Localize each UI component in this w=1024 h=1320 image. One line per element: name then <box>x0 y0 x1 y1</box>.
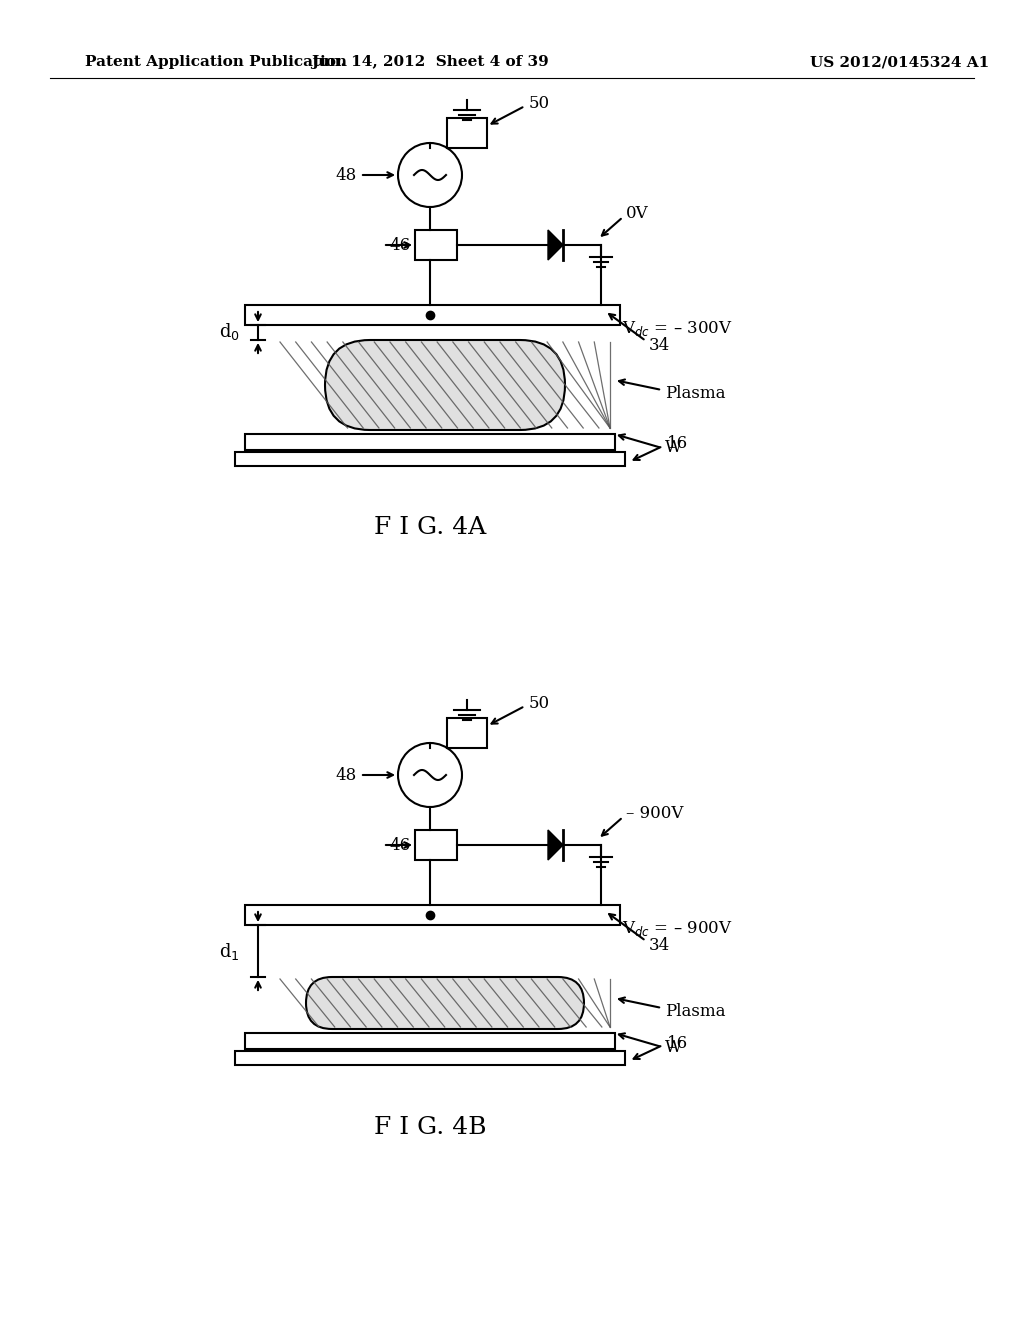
Bar <box>415 830 457 861</box>
Text: 16: 16 <box>667 436 688 453</box>
Polygon shape <box>548 830 563 861</box>
FancyBboxPatch shape <box>306 977 584 1030</box>
Text: Patent Application Publication: Patent Application Publication <box>85 55 347 69</box>
Text: – 900V: – 900V <box>626 804 683 821</box>
Text: 34: 34 <box>649 936 671 953</box>
Text: W: W <box>665 1039 682 1056</box>
Text: Jun. 14, 2012  Sheet 4 of 39: Jun. 14, 2012 Sheet 4 of 39 <box>311 55 549 69</box>
Text: US 2012/0145324 A1: US 2012/0145324 A1 <box>810 55 989 69</box>
Text: 50: 50 <box>529 95 550 111</box>
Bar <box>234 451 625 466</box>
Bar <box>245 906 620 925</box>
Text: V$_{dc}$ = – 300V: V$_{dc}$ = – 300V <box>622 318 733 338</box>
Text: V$_{dc}$ = – 900V: V$_{dc}$ = – 900V <box>622 919 733 937</box>
Text: F I G. 4A: F I G. 4A <box>374 516 486 540</box>
Text: 50: 50 <box>529 694 550 711</box>
Bar <box>245 434 615 450</box>
Text: 46: 46 <box>390 837 411 854</box>
Polygon shape <box>548 230 563 260</box>
Text: W: W <box>665 440 682 457</box>
Text: 48: 48 <box>336 767 357 784</box>
FancyBboxPatch shape <box>325 341 565 430</box>
Text: 48: 48 <box>336 166 357 183</box>
Text: 34: 34 <box>649 337 671 354</box>
Bar <box>245 1034 615 1049</box>
Text: 46: 46 <box>390 236 411 253</box>
Text: F I G. 4B: F I G. 4B <box>374 1117 486 1139</box>
Bar <box>447 117 487 148</box>
Text: d$_1$: d$_1$ <box>219 940 240 961</box>
Text: Plasma: Plasma <box>665 1002 725 1019</box>
Text: d$_0$: d$_0$ <box>219 322 240 342</box>
Text: 0V: 0V <box>626 205 648 222</box>
Bar <box>415 230 457 260</box>
Text: Plasma: Plasma <box>665 384 725 401</box>
Text: 16: 16 <box>667 1035 688 1052</box>
Bar <box>234 1051 625 1065</box>
Bar <box>447 718 487 748</box>
Bar <box>245 305 620 325</box>
